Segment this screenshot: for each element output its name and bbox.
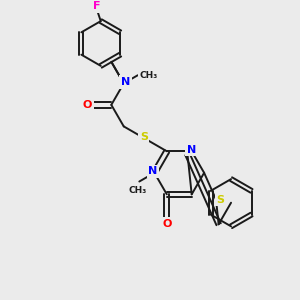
Text: O: O: [162, 219, 172, 229]
Text: N: N: [148, 166, 158, 176]
Text: N: N: [187, 145, 196, 155]
Text: CH₃: CH₃: [129, 186, 147, 195]
Text: S: S: [216, 194, 224, 205]
Text: O: O: [83, 100, 92, 110]
Text: F: F: [94, 2, 101, 11]
Text: N: N: [121, 77, 130, 87]
Text: S: S: [140, 132, 148, 142]
Text: CH₃: CH₃: [139, 71, 158, 80]
